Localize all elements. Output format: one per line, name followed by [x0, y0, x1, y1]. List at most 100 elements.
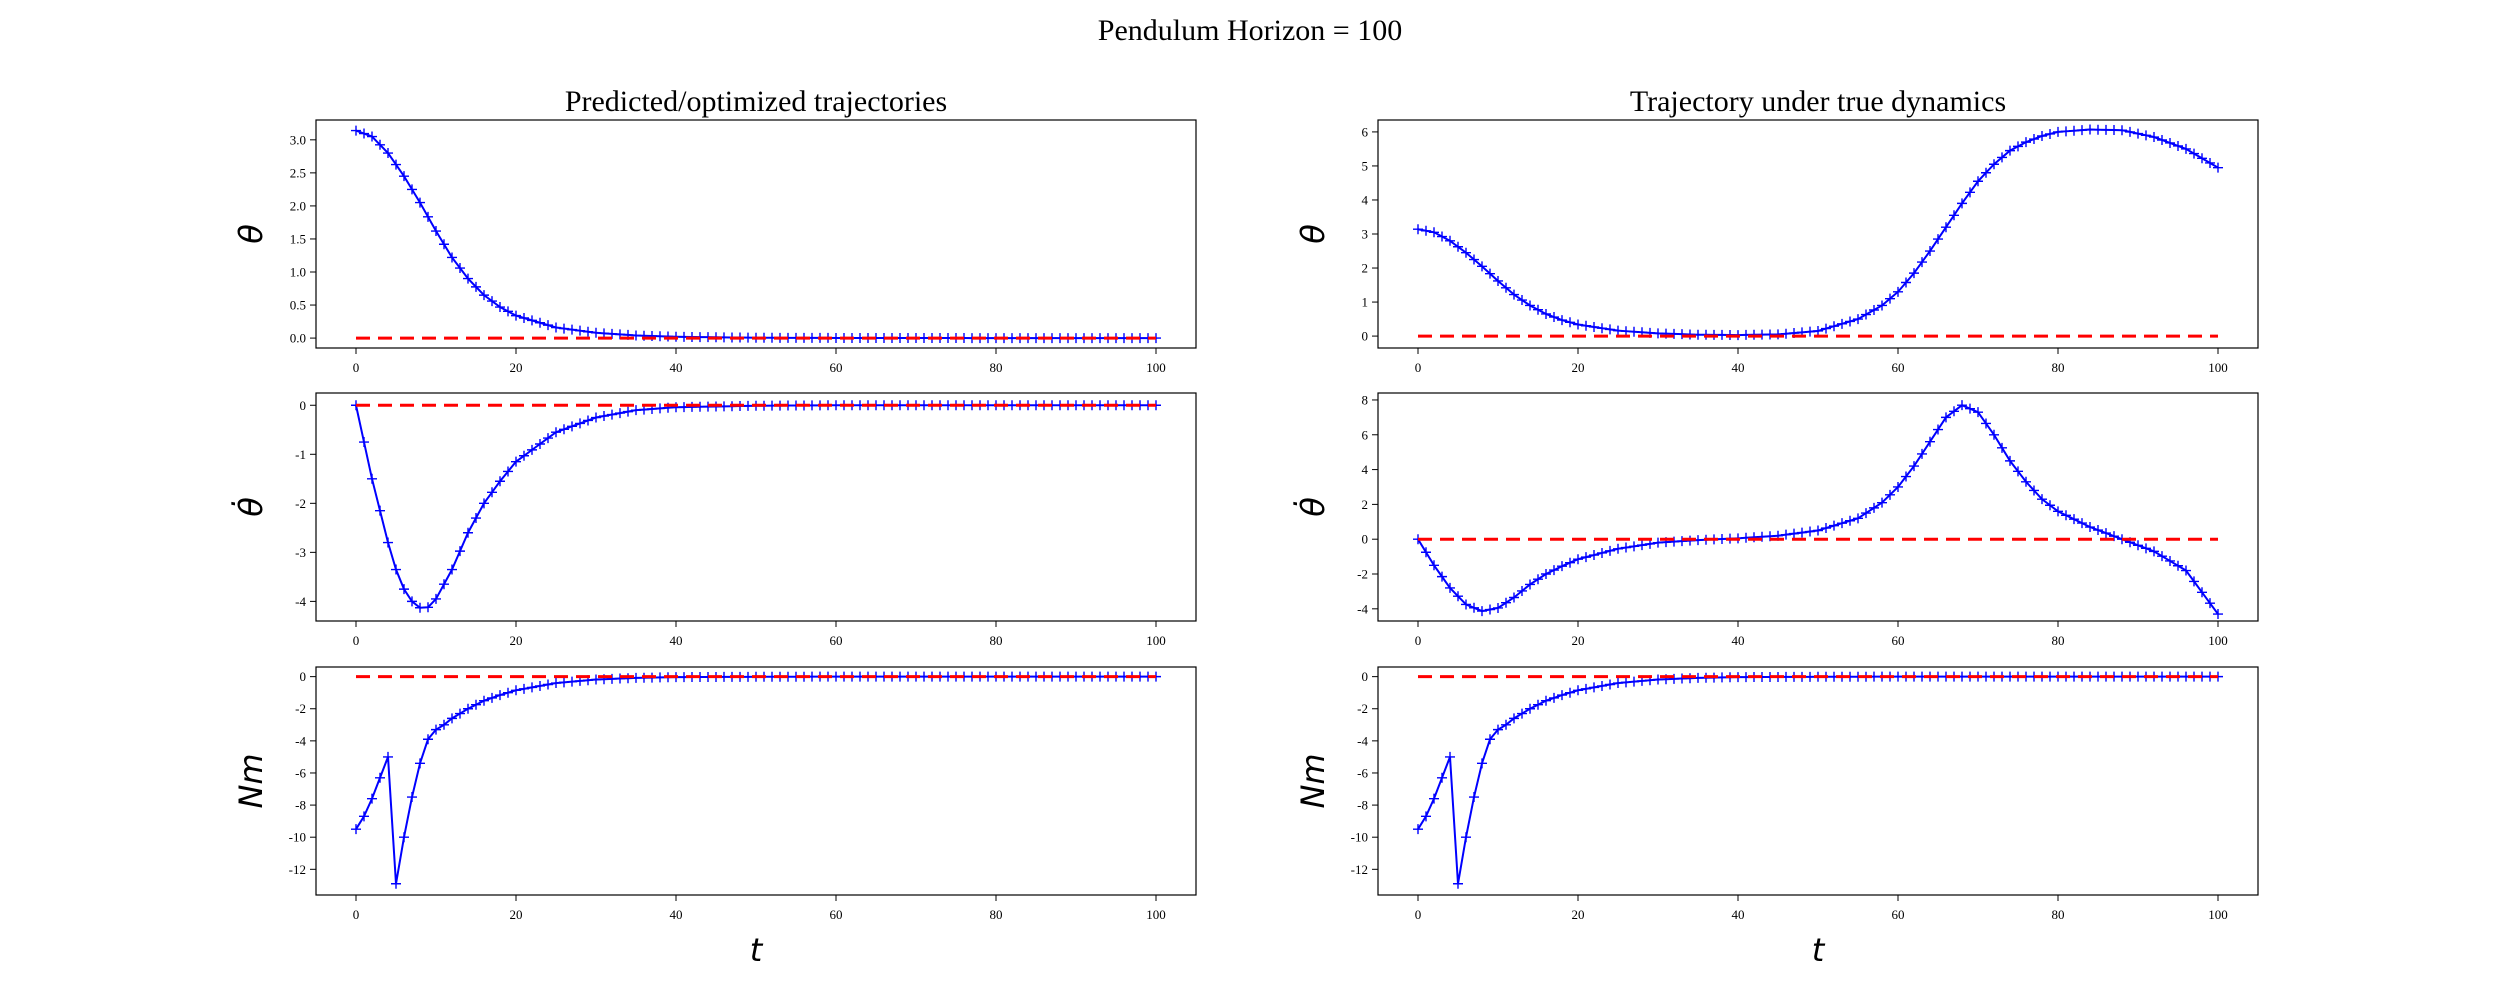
x-tick-label: 80	[990, 633, 1003, 648]
trajectory-marker	[1493, 275, 1503, 286]
trajectory-marker	[527, 315, 537, 326]
trajectory-marker	[1973, 176, 1983, 187]
axes-frame	[315, 666, 1197, 896]
y-tick-label: 2	[1362, 497, 1369, 512]
trajectory-marker	[1845, 515, 1855, 526]
x-tick-label: 80	[2052, 907, 2065, 922]
trajectory-marker	[2021, 137, 2031, 148]
trajectory-marker	[2165, 137, 2175, 148]
trajectory-marker	[511, 685, 521, 696]
trajectory-marker	[479, 290, 489, 301]
y-tick-label: -4	[295, 594, 306, 609]
x-tick-label: 80	[2052, 360, 2065, 375]
trajectory-marker	[383, 751, 393, 762]
trajectory-marker	[503, 687, 513, 698]
subplot-2: 0 20 40 60 80 100 -4 -3 -2 -1 0 θ̇	[231, 392, 1197, 648]
trajectory-marker	[471, 699, 481, 710]
trajectory-marker	[599, 411, 609, 422]
y-tick-label: 2.0	[290, 198, 306, 213]
x-tick-label: 100	[1146, 633, 1166, 648]
trajectory-marker	[623, 406, 633, 417]
trajectory-marker	[1461, 832, 1471, 843]
trajectory-marker	[431, 226, 441, 237]
trajectory-marker	[551, 427, 561, 438]
subplot-5: 0 20 40 60 80 100 -4 -2 0 2 4 6 8 θ̇	[1293, 392, 2259, 648]
y-tick-label: 1.0	[290, 265, 306, 280]
trajectory-marker	[1629, 676, 1639, 687]
axes-frame	[315, 392, 1197, 622]
trajectory-marker	[1509, 713, 1519, 724]
trajectory-marker	[1469, 254, 1479, 265]
y-tick-label: 0.5	[290, 298, 306, 313]
x-tick-label: 40	[1732, 360, 1745, 375]
trajectory-marker	[1829, 520, 1839, 531]
column-title: Trajectory under true dynamics	[1630, 85, 2006, 118]
trajectory-marker	[1557, 690, 1567, 701]
trajectory-marker	[1869, 305, 1879, 315]
trajectory-marker	[1589, 550, 1599, 561]
trajectory-marker	[2173, 560, 2183, 571]
trajectory-marker	[1429, 560, 1439, 571]
y-tick-label: 1.5	[290, 231, 306, 246]
y-tick-label: -1	[295, 447, 306, 462]
trajectory-marker	[2045, 500, 2055, 511]
column-title: Predicted/optimized trajectories	[565, 85, 947, 118]
trajectory-marker	[527, 682, 537, 693]
trajectory-marker	[1549, 565, 1559, 576]
y-tick-label: 0	[300, 669, 307, 684]
trajectory-marker	[2197, 587, 2207, 598]
trajectory-marker	[2053, 506, 2063, 517]
trajectory-marker	[2189, 576, 2199, 587]
trajectory-marker	[1861, 309, 1871, 320]
x-axis-label: t	[1812, 931, 1826, 969]
y-tick-label: -2	[295, 496, 306, 511]
y-tick-label: -8	[295, 798, 306, 813]
trajectory-marker	[1949, 406, 1959, 417]
trajectory-marker	[2197, 153, 2207, 164]
trajectory-marker	[383, 148, 393, 159]
trajectory-marker	[1501, 719, 1511, 730]
trajectory-marker	[463, 273, 473, 284]
trajectory-marker	[567, 421, 577, 432]
trajectory-marker	[1509, 289, 1519, 300]
trajectory-marker	[1525, 579, 1535, 590]
trajectory-marker	[439, 579, 449, 590]
trajectory-marker	[1597, 323, 1607, 334]
trajectory-marker	[583, 326, 593, 337]
trajectory-marker	[2037, 130, 2047, 141]
trajectory-marker	[1533, 699, 1543, 710]
trajectory-marker	[1805, 526, 1815, 537]
trajectory-marker	[439, 239, 449, 250]
trajectory-marker	[1589, 682, 1599, 693]
trajectory-marker	[1413, 224, 1423, 235]
x-tick-label: 0	[1415, 633, 1422, 648]
y-tick-label: 0	[1362, 669, 1369, 684]
trajectory-marker	[1925, 246, 1935, 257]
y-axis-label: Nm	[1294, 753, 1332, 808]
x-tick-label: 80	[2052, 633, 2065, 648]
trajectory-marker	[1565, 317, 1575, 328]
trajectory-marker	[1477, 606, 1487, 617]
trajectory-marker	[551, 678, 561, 689]
trajectory-marker	[479, 695, 489, 706]
subplot-1: 0 20 40 60 80 100 0.0 0.5 1.0 1.5 2.0 2.5 3.0 θ Predic…	[232, 85, 1197, 375]
trajectory-marker	[2069, 514, 2079, 525]
y-tick-label: -10	[1351, 830, 1368, 845]
trajectory-marker	[1885, 489, 1895, 500]
trajectory-marker	[399, 584, 409, 595]
trajectory-marker	[1829, 321, 1839, 332]
trajectory-marker	[359, 437, 369, 448]
trajectory-marker	[1917, 257, 1927, 268]
trajectory-marker	[1837, 518, 1847, 529]
figure-title: Pendulum Horizon = 100	[1098, 14, 1402, 47]
trajectory-marker	[1517, 585, 1527, 596]
trajectory-marker	[375, 772, 385, 783]
trajectory-marker	[1557, 561, 1567, 572]
trajectory-marker	[2141, 543, 2151, 554]
trajectory-marker	[1445, 235, 1455, 246]
x-tick-label: 40	[670, 907, 683, 922]
trajectory-marker	[2165, 555, 2175, 566]
trajectory-marker	[1421, 547, 1431, 558]
trajectory-marker	[511, 456, 521, 467]
y-tick-label: -2	[1357, 567, 1368, 582]
